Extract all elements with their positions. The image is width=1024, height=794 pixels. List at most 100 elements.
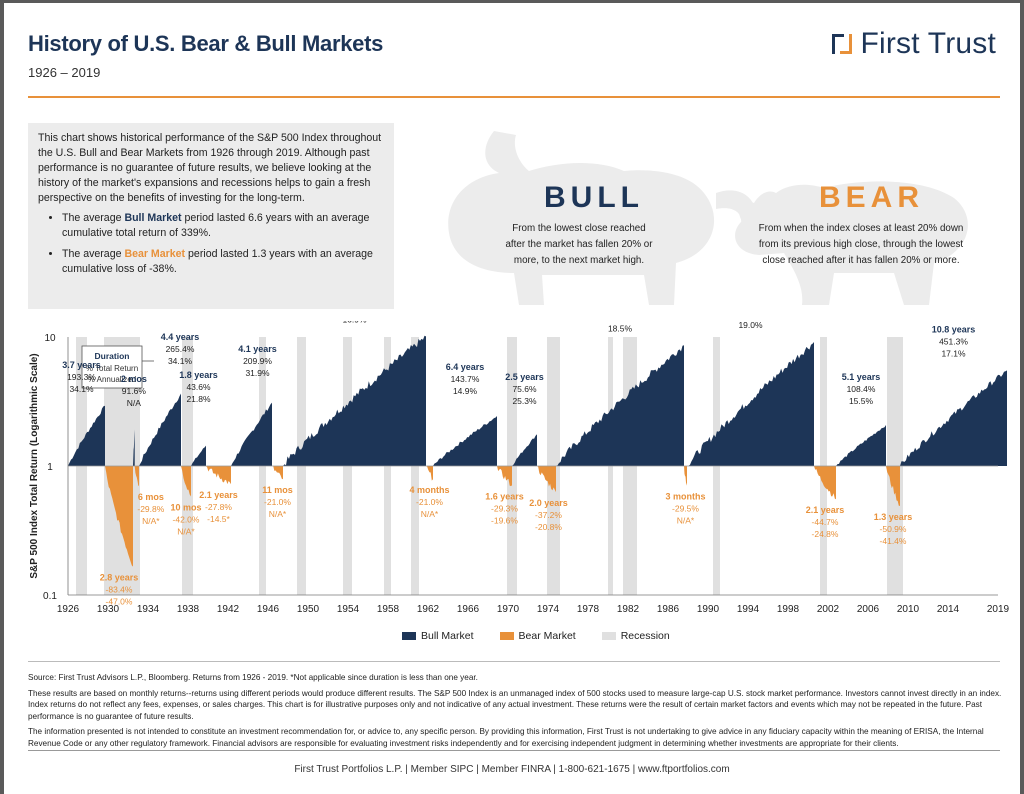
bull-period-label: 6.4 years 143.7% 14.9%: [446, 362, 485, 396]
bull-label-line: 75.6%: [512, 384, 537, 394]
x-tick-label: 2014: [937, 604, 960, 615]
bull-market-label: Bull Market: [124, 212, 182, 224]
bull-market-area: [231, 402, 272, 466]
x-tick-label: 1950: [297, 604, 320, 615]
bear-period-label: 2.1 years -27.8% -14.5*: [199, 490, 238, 524]
bull-label-line: 193.3%: [67, 372, 96, 382]
x-tick-label: 1938: [177, 604, 200, 615]
bear-market-area: [426, 466, 433, 481]
y-axis-ticks: 10 1 0.1: [43, 333, 57, 602]
x-tick-label: 1994: [737, 604, 760, 615]
bear-market-area: [537, 466, 556, 493]
bear-period-label: 4 months -21.0% N/A*: [409, 485, 449, 519]
x-tick-label: 2019: [987, 604, 1010, 615]
bear-label-line: 10 mos: [170, 503, 201, 513]
bear-label-line: 2.1 years: [806, 505, 845, 515]
page: History of U.S. Bear & Bull Markets 1926…: [4, 3, 1020, 794]
key-annualized: % Annualized: [88, 375, 136, 384]
x-tick-label: 1962: [417, 604, 440, 615]
bear-market-label: Bear Market: [124, 248, 186, 260]
y-axis-label: S&P 500 Index Total Return (Logarithmic …: [29, 353, 40, 578]
bull-period-label: 1.8 years 43.6% 21.8%: [179, 370, 218, 404]
bull-period-label: 12.8 years814.1%19.0%: [738, 321, 763, 330]
x-tick-label: 1966: [457, 604, 480, 615]
bear-label-line: -47.0%: [106, 597, 133, 607]
footnotes: Source: First Trust Advisors L.P., Bloom…: [28, 672, 1004, 753]
x-tick-label: 1990: [697, 604, 720, 615]
brand-name: First Trust: [860, 27, 996, 60]
bull-label-line: 17.1%: [941, 348, 966, 358]
bull-label-line: 209.9%: [243, 356, 272, 366]
bear-label-line: N/A*: [177, 527, 195, 537]
bull-label-line: 3.7 years: [62, 360, 101, 370]
bear-label-line: 6 mos: [138, 492, 164, 502]
x-tick-label: 1998: [777, 604, 800, 615]
bull-label-line: 451.3%: [939, 336, 968, 346]
bullet-text: The average: [62, 212, 125, 224]
bull-label-line: 19.0%: [738, 321, 763, 330]
bear-label-line: 3 months: [665, 492, 705, 502]
x-tick-label: 1934: [137, 604, 160, 615]
bear-label-line: 1.3 years: [874, 512, 913, 522]
bull-period-label: 14.8 years908.5%16.9%: [342, 321, 367, 324]
legend-bear: Bear Market: [499, 630, 576, 642]
bear-market-area: [272, 466, 283, 480]
x-tick-label: 1954: [337, 604, 360, 615]
bull-market-area: [900, 370, 1007, 466]
bull-market-area: [836, 425, 886, 466]
x-tick-label: 1978: [577, 604, 600, 615]
bull-period-label: 12.7 years762.6%18.5%: [606, 321, 635, 333]
chart-legend: Bull Market Bear Market Recession: [402, 630, 696, 642]
bear-period-label: 1.3 years -50.9% -41.4%: [874, 512, 913, 546]
bear-period-label: 11 mos -21.0% N/A*: [262, 485, 293, 519]
bull-label-line: 43.6%: [186, 382, 211, 392]
bull-market-area: [139, 393, 181, 466]
bear-market-area: [886, 466, 900, 506]
bear-heading: BEAR: [819, 181, 925, 214]
bull-period-label: 3.7 years 193.3% 34.1%: [62, 360, 101, 394]
legend-label: Recession: [620, 630, 670, 642]
bull-label-line: 18.5%: [608, 323, 633, 333]
bull-label-line: 143.7%: [451, 374, 480, 384]
bull-label-line: 34.1%: [69, 384, 94, 394]
bull-bear-illustration: [448, 131, 968, 305]
bull-market-area: [283, 335, 426, 466]
header-divider: [28, 96, 1000, 98]
bullet-text: period lasted 1.3 years with an average …: [62, 248, 373, 275]
bear-period-label: 10 mos -42.0% N/A*: [170, 503, 201, 537]
bear-market-area: [105, 466, 133, 567]
x-tick-label: 1926: [57, 604, 80, 615]
bull-label-line: 15.5%: [849, 396, 874, 406]
bear-label-line: -41.4%: [880, 536, 907, 546]
bear-label-line: -37.2%: [535, 510, 562, 520]
bear-average-bullet: The average Bear Market period lasted 1.…: [62, 247, 384, 277]
x-tick-label: 1946: [257, 604, 280, 615]
notes-divider: [28, 661, 1000, 662]
bull-label-line: 2.5 years: [505, 372, 544, 382]
key-total-return: % Total Return: [86, 364, 138, 373]
legend-bull: Bull Market: [402, 630, 474, 642]
bear-label-line: -21.0%: [264, 497, 291, 507]
bear-market-area: [181, 466, 191, 497]
key-box-frame: [81, 345, 143, 389]
bear-label-line: 1.6 years: [485, 491, 524, 501]
bear-silhouette-icon: [735, 181, 968, 305]
x-tick-label: 2010: [897, 604, 920, 615]
x-tick-label: 1986: [657, 604, 680, 615]
market-areas: [68, 335, 1007, 567]
bear-market-area: [497, 466, 512, 487]
bear-market-area: [134, 466, 139, 486]
bear-market-area: [684, 466, 687, 486]
intro-box: This chart shows historical performance …: [28, 123, 394, 309]
x-tick-label: 1958: [377, 604, 400, 615]
bull-period-label: 2 mos 91.6% N/A: [121, 374, 147, 408]
disclaimer-returns: These results are based on monthly retur…: [28, 688, 1002, 721]
legend-label: Bull Market: [421, 630, 474, 642]
bull-label-line: 5.1 years: [842, 372, 881, 382]
x-axis-ticks: 1926 1930 1934 1938 1942 1946 1950 1954 1958 1962…: [57, 604, 1010, 615]
first-trust-logo-icon: [832, 34, 853, 54]
x-tick-label: 1942: [217, 604, 240, 615]
y-tick-label: 0.1: [43, 591, 57, 602]
bull-label-line: 10.8 years: [932, 324, 976, 334]
bear-label-line: -42.0%: [173, 515, 200, 525]
